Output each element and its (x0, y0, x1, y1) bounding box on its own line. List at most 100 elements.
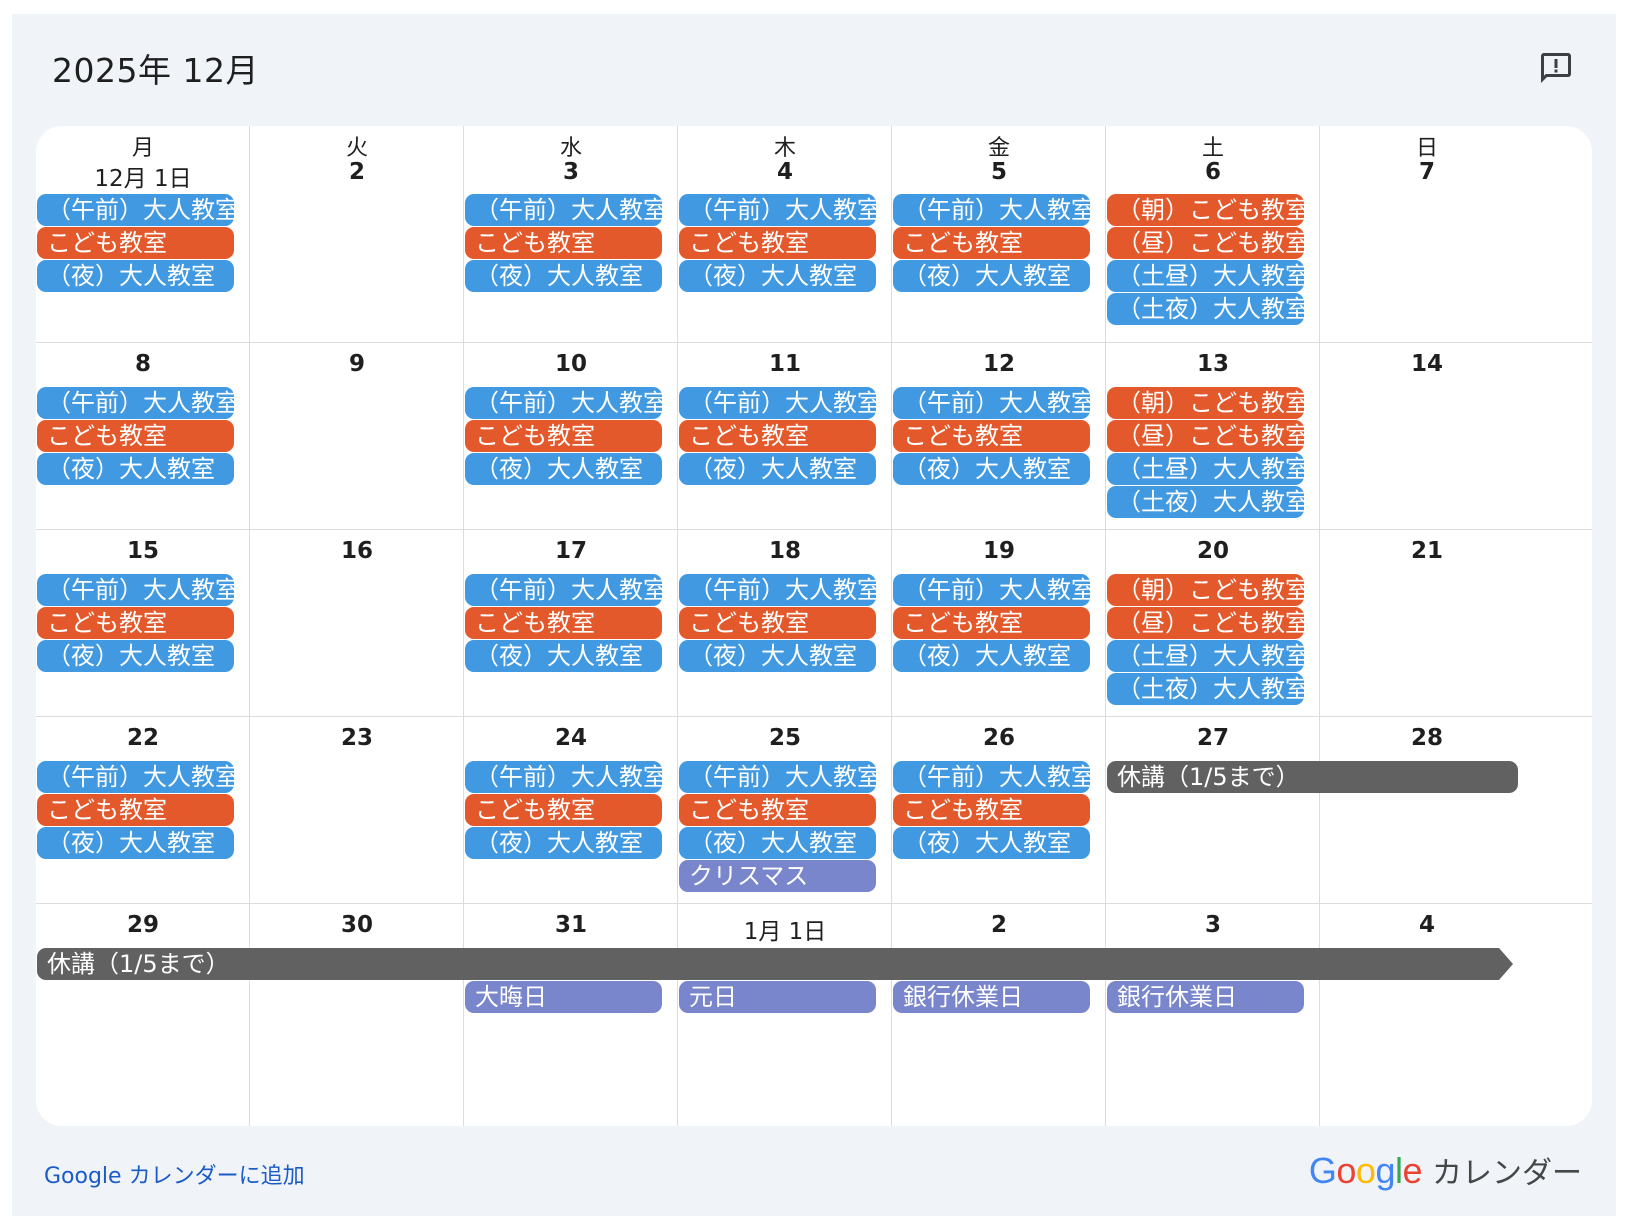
event-chip[interactable]: （土夜）大人教室 (1107, 673, 1304, 705)
day-number[interactable]: 12月 1日 (94, 166, 192, 192)
event-chip[interactable]: 休講（1/5まで） (1107, 761, 1518, 793)
event-chip[interactable]: クリスマス (679, 860, 876, 892)
event-chip[interactable]: （午前）大人教室 (37, 761, 234, 793)
day-number[interactable]: 21 (1410, 538, 1443, 564)
event-chip[interactable]: （午前）大人教室 (465, 761, 662, 793)
event-chip[interactable]: （昼）こども教室 (1107, 420, 1304, 452)
event-chip[interactable]: （夜）大人教室 (893, 640, 1090, 672)
event-chip[interactable]: （午前）大人教室 (37, 574, 234, 606)
day-number[interactable]: 26 (982, 725, 1015, 751)
event-chip[interactable]: こども教室 (465, 420, 662, 452)
event-chip[interactable]: （夜）大人教室 (37, 260, 234, 292)
event-chip[interactable]: （夜）大人教室 (679, 260, 876, 292)
event-chip[interactable]: （夜）大人教室 (465, 640, 662, 672)
event-chip[interactable]: （夜）大人教室 (893, 827, 1090, 859)
event-chip[interactable]: こども教室 (679, 227, 876, 259)
event-chip[interactable]: こども教室 (679, 607, 876, 639)
event-chip[interactable]: （午前）大人教室 (679, 761, 876, 793)
day-number[interactable]: 3 (562, 159, 579, 185)
event-chip[interactable]: （午前）大人教室 (37, 387, 234, 419)
day-number[interactable]: 2 (348, 159, 365, 185)
event-chip[interactable]: （午前）大人教室 (37, 194, 234, 226)
day-number[interactable]: 16 (340, 538, 373, 564)
day-number[interactable]: 15 (126, 538, 159, 564)
feedback-button[interactable] (1536, 48, 1576, 88)
event-chip[interactable]: こども教室 (465, 607, 662, 639)
day-number[interactable]: 11 (768, 351, 801, 377)
day-number[interactable]: 19 (982, 538, 1015, 564)
event-chip[interactable]: 元日 (679, 981, 876, 1013)
event-chip[interactable]: こども教室 (465, 794, 662, 826)
event-chip[interactable]: （午前）大人教室 (893, 574, 1090, 606)
event-chip[interactable]: （土昼）大人教室 (1107, 640, 1304, 672)
event-chip[interactable]: こども教室 (679, 420, 876, 452)
event-chip[interactable]: こども教室 (679, 794, 876, 826)
event-chip[interactable]: （夜）大人教室 (465, 827, 662, 859)
day-number[interactable]: 22 (126, 725, 159, 751)
event-chip[interactable]: （夜）大人教室 (465, 453, 662, 485)
day-number[interactable]: 28 (1410, 725, 1443, 751)
event-chip[interactable]: （朝）こども教室 (1107, 194, 1304, 226)
add-to-google-calendar-link[interactable]: Google カレンダーに追加 (44, 1164, 305, 1189)
day-number[interactable]: 29 (126, 912, 159, 938)
event-chip[interactable]: こども教室 (37, 794, 234, 826)
event-chip[interactable]: 銀行休業日 (1107, 981, 1304, 1013)
day-number[interactable]: 10 (554, 351, 587, 377)
event-chip[interactable]: （午前）大人教室 (893, 387, 1090, 419)
day-number[interactable]: 1月 1日 (743, 919, 827, 945)
event-chip[interactable]: こども教室 (893, 227, 1090, 259)
day-number[interactable]: 12 (982, 351, 1015, 377)
day-number[interactable]: 4 (776, 159, 793, 185)
event-chip[interactable]: （夜）大人教室 (893, 260, 1090, 292)
event-chip[interactable]: （夜）大人教室 (893, 453, 1090, 485)
day-number[interactable]: 30 (340, 912, 373, 938)
event-chip[interactable]: （昼）こども教室 (1107, 607, 1304, 639)
day-number[interactable]: 17 (554, 538, 587, 564)
event-chip[interactable]: こども教室 (893, 420, 1090, 452)
event-chip[interactable]: （夜）大人教室 (37, 640, 234, 672)
event-chip[interactable]: （土昼）大人教室 (1107, 260, 1304, 292)
event-chip[interactable]: こども教室 (37, 420, 234, 452)
day-number[interactable]: 24 (554, 725, 587, 751)
event-chip[interactable]: （夜）大人教室 (465, 260, 662, 292)
day-number[interactable]: 4 (1418, 912, 1435, 938)
day-number[interactable]: 13 (1196, 351, 1229, 377)
event-chip[interactable]: こども教室 (465, 227, 662, 259)
event-chip[interactable]: （土夜）大人教室 (1107, 486, 1304, 518)
day-number[interactable]: 25 (768, 725, 801, 751)
event-chip[interactable]: （夜）大人教室 (679, 640, 876, 672)
day-number[interactable]: 23 (340, 725, 373, 751)
day-number[interactable]: 20 (1196, 538, 1229, 564)
event-chip[interactable]: 大晦日 (465, 981, 662, 1013)
day-number[interactable]: 6 (1204, 159, 1221, 185)
event-chip[interactable]: （午前）大人教室 (679, 387, 876, 419)
event-chip[interactable]: （午前）大人教室 (679, 194, 876, 226)
day-number[interactable]: 5 (990, 159, 1007, 185)
day-number[interactable]: 31 (554, 912, 587, 938)
event-chip[interactable]: （昼）こども教室 (1107, 227, 1304, 259)
day-number[interactable]: 2 (990, 912, 1007, 938)
event-chip[interactable]: こども教室 (893, 607, 1090, 639)
event-chip[interactable]: （午前）大人教室 (465, 387, 662, 419)
event-chip[interactable]: （夜）大人教室 (679, 827, 876, 859)
event-chip[interactable]: （土昼）大人教室 (1107, 453, 1304, 485)
event-chip[interactable]: こども教室 (893, 794, 1090, 826)
day-number[interactable]: 27 (1196, 725, 1229, 751)
day-number[interactable]: 3 (1204, 912, 1221, 938)
day-number[interactable]: 8 (134, 351, 151, 377)
day-number[interactable]: 9 (348, 351, 365, 377)
day-number[interactable]: 7 (1418, 159, 1435, 185)
event-chip[interactable]: （夜）大人教室 (679, 453, 876, 485)
event-chip[interactable]: （土夜）大人教室 (1107, 293, 1304, 325)
event-chip[interactable]: 休講（1/5まで） (37, 948, 1513, 980)
event-chip[interactable]: 銀行休業日 (893, 981, 1090, 1013)
event-chip[interactable]: （午前）大人教室 (465, 194, 662, 226)
event-chip[interactable]: （夜）大人教室 (37, 453, 234, 485)
event-chip[interactable]: こども教室 (37, 227, 234, 259)
event-chip[interactable]: （夜）大人教室 (37, 827, 234, 859)
event-chip[interactable]: （朝）こども教室 (1107, 574, 1304, 606)
event-chip[interactable]: （朝）こども教室 (1107, 387, 1304, 419)
google-calendar-brand[interactable]: Google カレンダー (1309, 1148, 1582, 1192)
event-chip[interactable]: （午前）大人教室 (893, 761, 1090, 793)
event-chip[interactable]: （午前）大人教室 (465, 574, 662, 606)
